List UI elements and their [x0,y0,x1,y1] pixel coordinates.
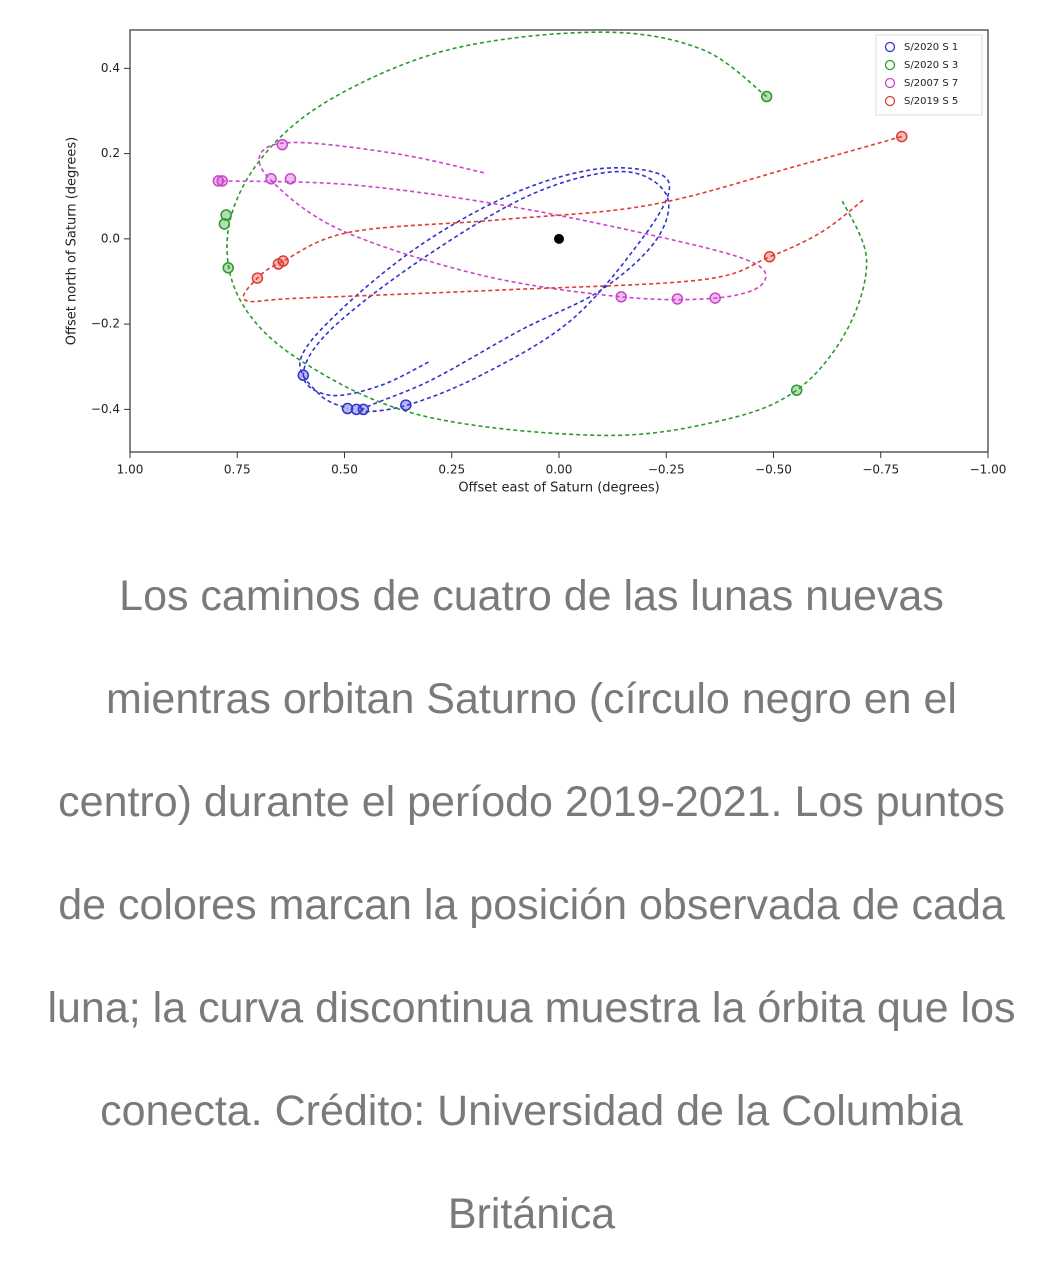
observed-point [400,399,412,411]
legend-marker [884,59,896,71]
x-tick-label: 1.00 [117,463,144,477]
orbit-line [299,166,671,413]
y-tick-label: 0.2 [101,146,120,160]
observed-point [265,173,277,185]
y-tick-label: 0.4 [101,61,120,75]
x-tick-label: 0.25 [438,463,465,477]
legend-box [875,34,983,116]
observed-point [709,292,721,304]
observed-point [671,293,684,305]
legend-marker [884,95,896,107]
caption: Los caminos de cuatro de las lunas nueva… [47,572,1016,1238]
observed-point [341,402,354,415]
x-tick-label: 0.50 [331,463,358,477]
y-tick-label: −0.2 [91,317,120,331]
legend-label: S/2007 S 7 [904,78,958,89]
y-axis-label: Offset north of Saturn (degrees) [65,137,80,345]
observed-point [790,384,803,396]
legend-label: S/2020 S 3 [904,60,958,71]
x-tick-label: −0.25 [648,463,685,477]
observed-point [615,291,627,303]
observed-point [357,403,370,416]
observed-point [896,130,908,143]
legend: S/2020 S 1 S/2020 S 3 S/2007 S 7 S/2019 S 5 [875,34,983,116]
y-tick-label: 0.0 [101,231,120,245]
legend-marker [884,41,896,53]
orbit-line [218,141,767,301]
x-tick-label: −0.75 [862,463,899,477]
observed-point [277,255,289,267]
x-tick-label: −1.00 [970,463,1007,477]
x-tick-label: 0.75 [224,463,251,477]
observed-point [284,173,297,185]
x-axis-label: Offset east of Saturn (degrees) [458,481,659,496]
legend-label: S/2019 S 5 [904,96,958,107]
saturn-point [554,233,564,244]
observed-point [251,272,264,284]
observed-point [212,175,225,187]
legend-label: S/2020 S 1 [904,42,958,53]
observed-point [276,138,289,151]
chart: Offset east of Saturn (degrees) Offset n… [65,29,1007,496]
x-tick-label: −0.50 [755,463,792,477]
legend-marker [884,77,896,89]
observed-point [297,369,310,382]
x-tick-label: 0.00 [546,463,573,477]
observed-point [216,175,228,187]
observed-point [222,262,234,274]
observed-point [760,90,773,103]
observed-point [763,251,776,263]
y-tick-label: −0.4 [91,402,120,416]
observed-point [218,218,231,230]
orbit-line [242,135,902,303]
